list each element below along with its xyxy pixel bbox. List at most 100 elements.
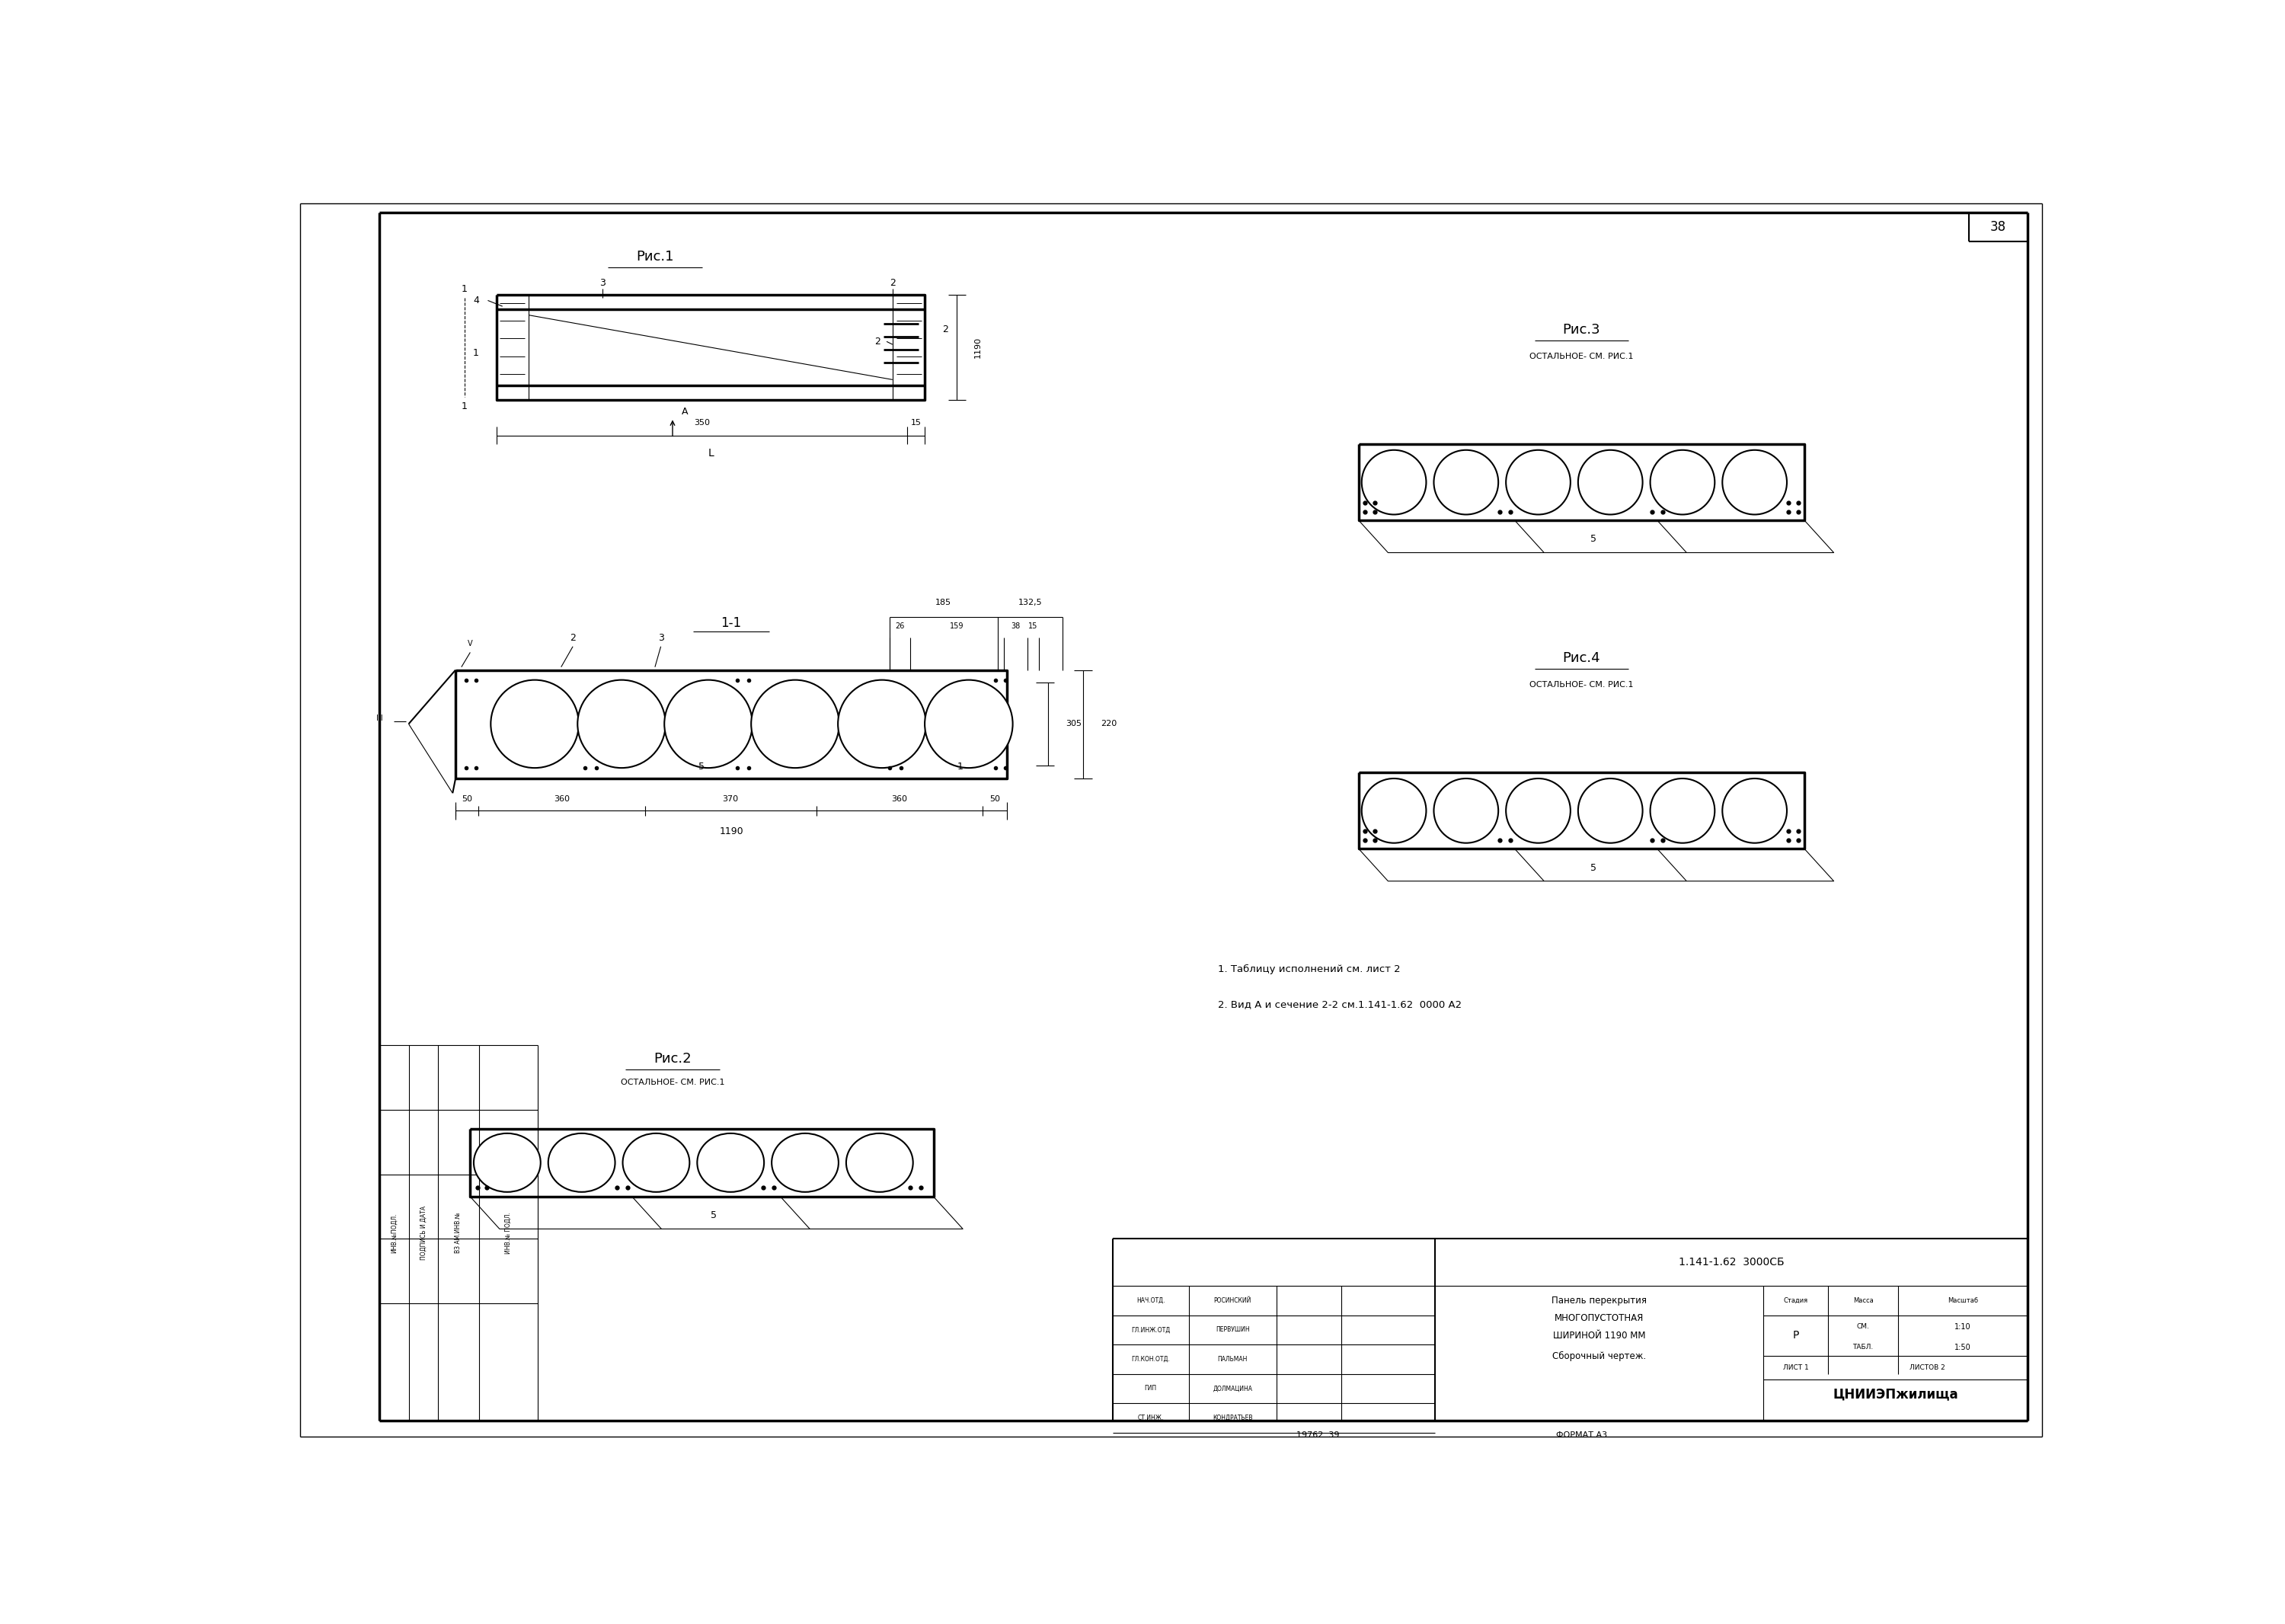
Ellipse shape <box>1506 450 1570 515</box>
Text: 38: 38 <box>1010 622 1021 630</box>
Text: ШИРИНОЙ 1190 ММ: ШИРИНОЙ 1190 ММ <box>1554 1330 1645 1341</box>
Text: ГИП: ГИП <box>1145 1385 1156 1392</box>
Text: Рис.1: Рис.1 <box>635 250 674 263</box>
Text: 2: 2 <box>941 325 948 335</box>
Ellipse shape <box>697 1134 763 1192</box>
Text: 1190: 1190 <box>720 827 743 836</box>
Text: Панель перекрытия: Панель перекрытия <box>1552 1296 1647 1306</box>
Text: ИНВ.№ ПОДЛ.: ИНВ.№ ПОДЛ. <box>505 1212 512 1254</box>
Text: НАЧ.ОТД.: НАЧ.ОТД. <box>1136 1298 1165 1304</box>
Text: ГЛ.КОН.ОТД.: ГЛ.КОН.ОТД. <box>1131 1356 1170 1363</box>
Text: 38: 38 <box>1990 221 2006 234</box>
Text: 3: 3 <box>658 633 665 643</box>
Ellipse shape <box>1650 778 1714 843</box>
Ellipse shape <box>1433 778 1499 843</box>
Text: Стадия: Стадия <box>1782 1298 1807 1304</box>
Text: Масса: Масса <box>1853 1298 1874 1304</box>
Text: Рис.3: Рис.3 <box>1563 323 1599 336</box>
Text: ПЕРВУШИН: ПЕРВУШИН <box>1216 1327 1250 1333</box>
Ellipse shape <box>1579 450 1643 515</box>
Text: Р: Р <box>1791 1330 1798 1341</box>
Text: ГЛ.ИНЖ.ОТД: ГЛ.ИНЖ.ОТД <box>1131 1327 1170 1333</box>
Text: ТАБЛ.: ТАБЛ. <box>1853 1345 1874 1351</box>
Text: ФОРМАТ А3: ФОРМАТ А3 <box>1556 1432 1606 1439</box>
Ellipse shape <box>1579 778 1643 843</box>
Ellipse shape <box>1433 450 1499 515</box>
Ellipse shape <box>1723 450 1787 515</box>
Ellipse shape <box>665 680 752 768</box>
Text: 1: 1 <box>462 284 468 294</box>
Text: 50: 50 <box>989 796 1001 802</box>
Text: L: L <box>708 448 713 458</box>
Text: ЛИСТОВ 2: ЛИСТОВ 2 <box>1910 1364 1945 1371</box>
Text: ОСТАЛЬНОЕ- СМ. РИС.1: ОСТАЛЬНОЕ- СМ. РИС.1 <box>622 1078 724 1086</box>
Text: V: V <box>468 640 473 648</box>
Text: ОСТАЛЬНОЕ- СМ. РИС.1: ОСТАЛЬНОЕ- СМ. РИС.1 <box>1529 352 1634 361</box>
Text: РОСИНСКИЙ: РОСИНСКИЙ <box>1213 1298 1252 1304</box>
Text: 5: 5 <box>699 762 704 771</box>
Text: 1: 1 <box>957 762 962 771</box>
Text: 4: 4 <box>473 296 480 305</box>
Text: 50: 50 <box>462 796 473 802</box>
Text: 2. Вид А и сечение 2-2 см.1.141-1.62  0000 А2: 2. Вид А и сечение 2-2 см.1.141-1.62 000… <box>1218 999 1462 1009</box>
Text: 2: 2 <box>569 633 576 643</box>
Text: 305: 305 <box>1065 719 1081 728</box>
Text: 5: 5 <box>1590 862 1597 872</box>
Ellipse shape <box>491 680 578 768</box>
Ellipse shape <box>772 1134 839 1192</box>
Text: 26: 26 <box>896 622 905 630</box>
Text: 370: 370 <box>722 796 738 802</box>
Text: 15: 15 <box>912 419 921 427</box>
Text: 132,5: 132,5 <box>1019 599 1042 606</box>
Text: КОНДРАТЬЕВ: КОНДРАТЬЕВ <box>1213 1415 1252 1421</box>
Text: 5: 5 <box>711 1210 717 1220</box>
Ellipse shape <box>1723 778 1787 843</box>
Text: Сборочный чертеж.: Сборочный чертеж. <box>1552 1351 1645 1361</box>
Text: 1. Таблицу исполнений см. лист 2: 1. Таблицу исполнений см. лист 2 <box>1218 965 1401 974</box>
Text: 159: 159 <box>951 622 964 630</box>
Ellipse shape <box>752 680 839 768</box>
Text: 19762  39: 19762 39 <box>1296 1432 1339 1439</box>
Text: ПОДПИСЬ И ДАТА: ПОДПИСЬ И ДАТА <box>420 1207 427 1260</box>
Ellipse shape <box>1506 778 1570 843</box>
Text: 1-1: 1-1 <box>720 615 743 630</box>
Ellipse shape <box>624 1134 690 1192</box>
Text: СМ.: СМ. <box>1858 1324 1869 1330</box>
Text: 3: 3 <box>599 278 606 287</box>
Text: ВЗ АМ.ИНВ.№: ВЗ АМ.ИНВ.№ <box>455 1213 462 1254</box>
Text: Масштаб: Масштаб <box>1947 1298 1979 1304</box>
Text: 350: 350 <box>695 419 711 427</box>
Ellipse shape <box>1650 450 1714 515</box>
Text: 1: 1 <box>462 401 468 411</box>
Text: 1:10: 1:10 <box>1954 1324 1972 1330</box>
Text: 360: 360 <box>553 796 569 802</box>
Text: 2: 2 <box>875 336 880 346</box>
Text: 15: 15 <box>1028 622 1037 630</box>
Text: А: А <box>681 408 688 417</box>
Text: ЛИСТ 1: ЛИСТ 1 <box>1782 1364 1807 1371</box>
Ellipse shape <box>548 1134 615 1192</box>
Ellipse shape <box>578 680 665 768</box>
Text: 5: 5 <box>1590 534 1597 544</box>
Text: ЦНИИЭПжилища: ЦНИИЭПжилища <box>1833 1387 1958 1402</box>
Text: Рис.2: Рис.2 <box>654 1052 692 1065</box>
Ellipse shape <box>1362 778 1426 843</box>
Text: ДОЛМАЦИНА: ДОЛМАЦИНА <box>1213 1385 1252 1392</box>
Text: СТ.ИНЖ.: СТ.ИНЖ. <box>1138 1415 1163 1421</box>
Text: ИНВ.№ПОДЛ.: ИНВ.№ПОДЛ. <box>391 1213 398 1254</box>
Ellipse shape <box>1362 450 1426 515</box>
Text: 2: 2 <box>889 278 896 287</box>
Text: 1: 1 <box>473 348 480 359</box>
Text: 1190: 1190 <box>973 336 980 357</box>
Text: III: III <box>377 715 382 723</box>
Ellipse shape <box>845 1134 914 1192</box>
Text: Рис.4: Рис.4 <box>1563 651 1599 666</box>
Text: 220: 220 <box>1101 719 1117 728</box>
Text: МНОГОПУСТОТНАЯ: МНОГОПУСТОТНАЯ <box>1554 1314 1643 1324</box>
Ellipse shape <box>473 1134 542 1192</box>
Text: ПАЛЬМАН: ПАЛЬМАН <box>1218 1356 1248 1363</box>
Ellipse shape <box>925 680 1012 768</box>
Text: 1.141-1.62  3000СБ: 1.141-1.62 3000СБ <box>1679 1257 1785 1268</box>
Text: ОСТАЛЬНОЕ- СМ. РИС.1: ОСТАЛЬНОЕ- СМ. РИС.1 <box>1529 680 1634 689</box>
Text: 1:50: 1:50 <box>1954 1343 1972 1351</box>
